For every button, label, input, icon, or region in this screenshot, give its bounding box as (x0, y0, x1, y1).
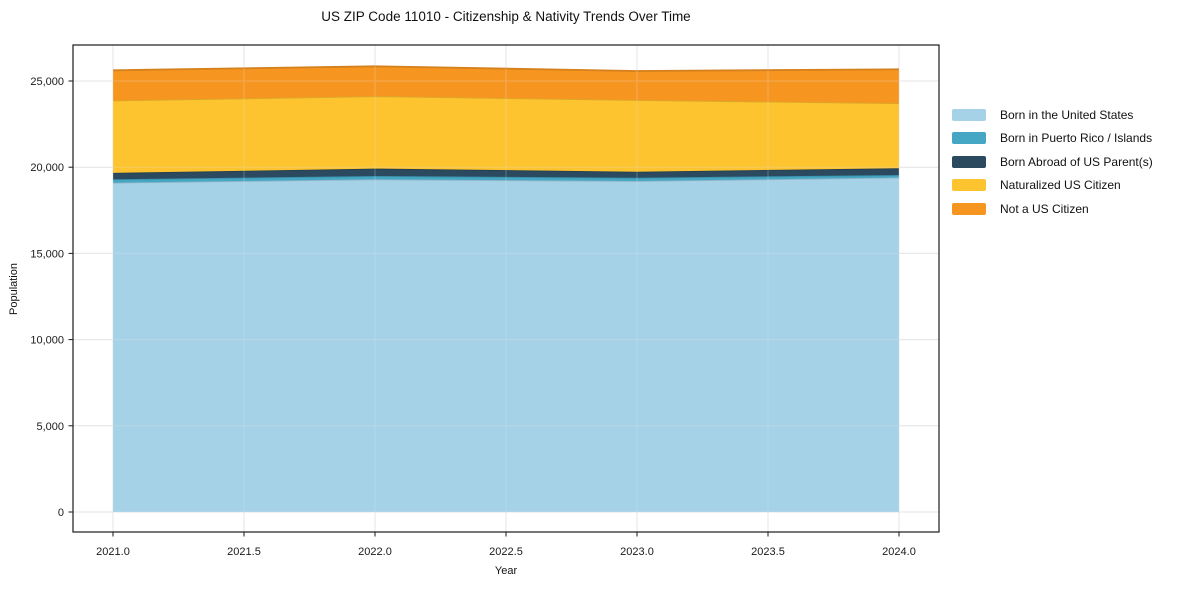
tick-labels: 0 5,000 10,000 15,000 20,000 25,000 2021.0 2021… (30, 76, 915, 558)
tick-marks (68, 80, 900, 537)
x-tick-label: 2022.5 (489, 546, 523, 558)
legend-label: Born in the United States (1000, 107, 1134, 122)
y-tick-label: 25,000 (30, 76, 64, 88)
legend-swatch-icon (952, 202, 986, 215)
x-tick-label: 2023.0 (620, 546, 654, 558)
x-axis-label: Year (494, 565, 518, 577)
legend-item-1: Born in Puerto Rico / Islands (952, 127, 1153, 151)
x-tick-label: 2021.5 (227, 546, 261, 558)
legend-swatch-icon (952, 179, 986, 192)
legend-item-0: Born in the United States (952, 103, 1153, 127)
area-series-4 (113, 66, 899, 104)
legend-item-2: Born Abroad of US Parent(s) (952, 150, 1153, 174)
x-tick-label: 2023.5 (751, 546, 785, 558)
y-tick-label: 20,000 (30, 162, 64, 174)
legend-item-3: Naturalized US Citizen (952, 174, 1153, 198)
area-edge-4 (112, 65, 900, 72)
legend: Born in the United States Born in Puerto … (952, 103, 1153, 221)
legend-label: Born in Puerto Rico / Islands (1000, 131, 1153, 146)
y-tick-label: 5,000 (36, 421, 64, 433)
x-tick-label: 2021.0 (96, 546, 130, 558)
y-tick-label: 0 (58, 507, 64, 519)
area-series-3 (113, 96, 899, 173)
x-tick-label: 2022.0 (358, 546, 392, 558)
y-axis-label: Population (8, 263, 20, 315)
legend-swatch-icon (952, 108, 986, 121)
gridlines (73, 45, 939, 532)
legend-label: Not a US Citizen (1000, 201, 1089, 216)
legend-swatch-icon (952, 132, 986, 145)
y-tick-label: 15,000 (30, 248, 64, 260)
legend-item-4: Not a US Citizen (952, 197, 1153, 221)
legend-label: Naturalized US Citizen (1000, 178, 1121, 193)
legend-label: Born Abroad of US Parent(s) (1000, 154, 1153, 169)
x-tick-label: 2024.0 (882, 546, 916, 558)
chart-title: US ZIP Code 11010 - Citizenship & Nativi… (321, 9, 691, 24)
y-tick-label: 10,000 (30, 335, 64, 347)
legend-swatch-icon (952, 155, 986, 168)
area-series-0 (113, 177, 899, 512)
